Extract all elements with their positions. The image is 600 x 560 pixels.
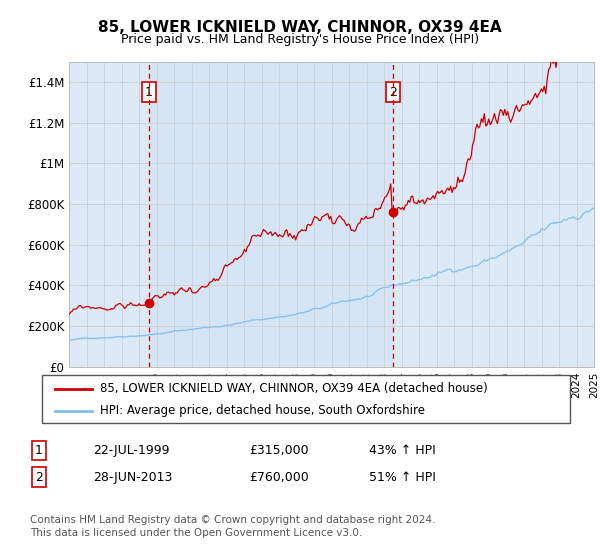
Text: 85, LOWER ICKNIELD WAY, CHINNOR, OX39 4EA: 85, LOWER ICKNIELD WAY, CHINNOR, OX39 4E… [98, 20, 502, 35]
Text: £315,000: £315,000 [249, 444, 308, 458]
Text: Contains HM Land Registry data © Crown copyright and database right 2024.: Contains HM Land Registry data © Crown c… [30, 515, 436, 525]
Bar [149, 62, 392, 367]
Text: 28-JUN-2013: 28-JUN-2013 [93, 470, 172, 484]
Text: 85, LOWER ICKNIELD WAY, CHINNOR, OX39 4EA (detached house): 85, LOWER ICKNIELD WAY, CHINNOR, OX39 4E… [100, 382, 488, 395]
Text: HPI: Average price, detached house, South Oxfordshire: HPI: Average price, detached house, Sout… [100, 404, 425, 417]
FancyBboxPatch shape [42, 375, 570, 423]
Text: 2: 2 [35, 470, 43, 484]
Text: 51% ↑ HPI: 51% ↑ HPI [369, 470, 436, 484]
Text: 1: 1 [35, 444, 43, 458]
Text: 43% ↑ HPI: 43% ↑ HPI [369, 444, 436, 458]
Text: This data is licensed under the Open Government Licence v3.0.: This data is licensed under the Open Gov… [30, 528, 362, 538]
Text: 22-JUL-1999: 22-JUL-1999 [93, 444, 170, 458]
Text: £760,000: £760,000 [249, 470, 309, 484]
Text: 1: 1 [145, 86, 152, 99]
Text: Price paid vs. HM Land Registry's House Price Index (HPI): Price paid vs. HM Land Registry's House … [121, 33, 479, 46]
Text: 2: 2 [389, 86, 397, 99]
